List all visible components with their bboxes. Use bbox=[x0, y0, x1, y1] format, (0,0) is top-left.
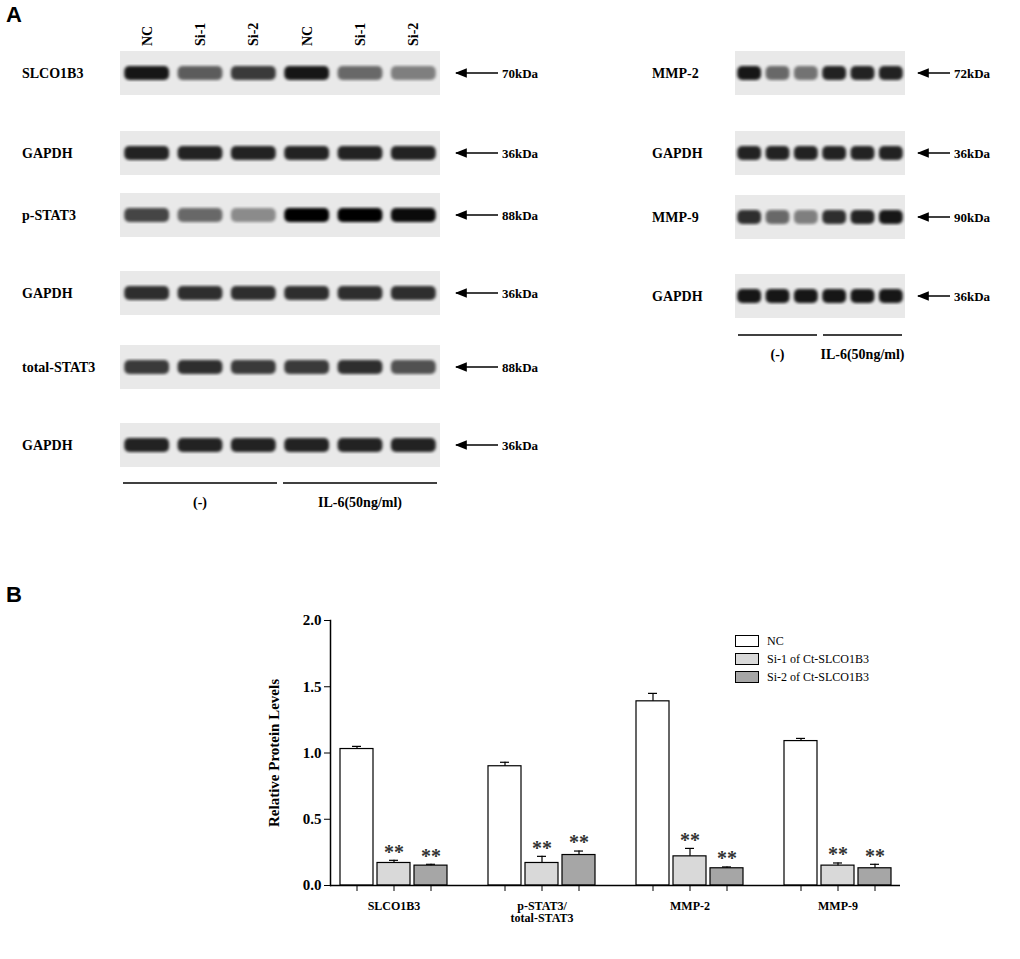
svg-text:Si-1: Si-1 bbox=[193, 23, 208, 46]
svg-text:NC: NC bbox=[300, 26, 315, 46]
svg-text:**: ** bbox=[569, 831, 589, 853]
svg-text:1.0: 1.0 bbox=[303, 745, 322, 761]
svg-text:MMP-9: MMP-9 bbox=[818, 899, 858, 913]
svg-text:2.0: 2.0 bbox=[303, 612, 322, 628]
svg-text:Si-2: Si-2 bbox=[246, 23, 261, 46]
svg-text:Si-2: Si-2 bbox=[406, 23, 421, 46]
svg-text:36kDa: 36kDa bbox=[954, 289, 991, 304]
svg-text:p-STAT3: p-STAT3 bbox=[22, 208, 76, 223]
svg-text:(-): (-) bbox=[771, 347, 785, 363]
svg-text:GAPDH: GAPDH bbox=[22, 146, 73, 161]
html-text:B: B bbox=[6, 582, 22, 607]
svg-text:**: ** bbox=[828, 843, 848, 865]
svg-text:total-STAT3: total-STAT3 bbox=[22, 360, 95, 375]
svg-text:1.5: 1.5 bbox=[303, 679, 322, 695]
svg-text:Si-1: Si-1 bbox=[353, 23, 368, 46]
html-text:Si-1 of Ct-SLCO1B3: Si-1 of Ct-SLCO1B3 bbox=[767, 651, 869, 666]
svg-text:0.5: 0.5 bbox=[303, 811, 322, 827]
svg-text:**: ** bbox=[717, 847, 737, 869]
svg-text:**: ** bbox=[384, 841, 404, 863]
svg-text:SLCO1B3: SLCO1B3 bbox=[22, 66, 83, 81]
svg-text:GAPDH: GAPDH bbox=[22, 286, 73, 301]
svg-text:0.0: 0.0 bbox=[303, 877, 322, 893]
svg-text:NC: NC bbox=[140, 26, 155, 46]
svg-text:MMP-2: MMP-2 bbox=[670, 899, 710, 913]
svg-text:MMP-2: MMP-2 bbox=[652, 66, 699, 81]
svg-text:36kDa: 36kDa bbox=[502, 146, 539, 161]
svg-text:Relative Protein Levels: Relative Protein Levels bbox=[266, 679, 282, 827]
svg-text:IL-6(50ng/ml): IL-6(50ng/ml) bbox=[821, 347, 905, 363]
svg-text:90kDa: 90kDa bbox=[954, 210, 991, 225]
svg-text:**: ** bbox=[680, 829, 700, 851]
svg-text:IL-6(50ng/ml): IL-6(50ng/ml) bbox=[318, 495, 402, 511]
svg-text:GAPDH: GAPDH bbox=[652, 289, 703, 304]
svg-text:36kDa: 36kDa bbox=[954, 146, 991, 161]
html-text:Si-2 of Ct-SLCO1B3: Si-2 of Ct-SLCO1B3 bbox=[767, 669, 869, 684]
html-text:A: A bbox=[6, 2, 22, 27]
svg-text:p-STAT3/total-STAT3: p-STAT3/total-STAT3 bbox=[511, 899, 574, 925]
svg-text:MMP-9: MMP-9 bbox=[652, 210, 699, 225]
svg-text:36kDa: 36kDa bbox=[502, 286, 539, 301]
svg-text:88kDa: 88kDa bbox=[502, 360, 539, 375]
svg-text:**: ** bbox=[532, 837, 552, 859]
svg-text:88kDa: 88kDa bbox=[502, 208, 539, 223]
svg-text:**: ** bbox=[865, 845, 885, 867]
svg-text:36kDa: 36kDa bbox=[502, 438, 539, 453]
svg-text:70kDa: 70kDa bbox=[502, 66, 539, 81]
svg-text:72kDa: 72kDa bbox=[954, 66, 991, 81]
svg-text:GAPDH: GAPDH bbox=[22, 438, 73, 453]
svg-text:**: ** bbox=[421, 845, 441, 867]
svg-text:(-): (-) bbox=[193, 495, 207, 511]
html-text:NC: NC bbox=[767, 633, 784, 648]
svg-text:GAPDH: GAPDH bbox=[652, 146, 703, 161]
svg-text:SLCO1B3: SLCO1B3 bbox=[368, 899, 421, 913]
